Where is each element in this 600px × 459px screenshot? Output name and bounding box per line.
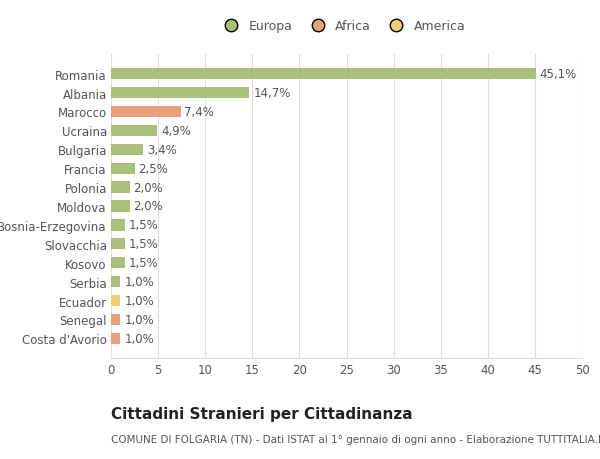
Bar (111, 201, 130, 212)
Bar (111, 182, 130, 193)
Bar (111, 295, 121, 307)
Bar (111, 239, 125, 250)
Text: 1,0%: 1,0% (124, 294, 154, 308)
Bar (111, 333, 121, 344)
Bar (111, 314, 121, 325)
Bar (111, 144, 143, 156)
Text: 45,1%: 45,1% (539, 68, 577, 81)
Text: 1,0%: 1,0% (124, 313, 154, 326)
Text: 1,5%: 1,5% (129, 219, 158, 232)
Text: 3,4%: 3,4% (147, 144, 176, 157)
Text: 1,5%: 1,5% (129, 238, 158, 251)
Bar (111, 220, 125, 231)
Bar (111, 276, 121, 288)
Text: 4,9%: 4,9% (161, 124, 191, 138)
Text: 7,4%: 7,4% (184, 106, 214, 119)
Text: 2,0%: 2,0% (134, 200, 163, 213)
Text: 2,5%: 2,5% (139, 162, 168, 175)
Bar (111, 88, 250, 99)
Text: 2,0%: 2,0% (134, 181, 163, 194)
Legend: Europa, Africa, America: Europa, Africa, America (214, 16, 470, 39)
Text: 1,5%: 1,5% (129, 257, 158, 269)
Bar (111, 125, 157, 137)
Text: Cittadini Stranieri per Cittadinanza: Cittadini Stranieri per Cittadinanza (111, 406, 413, 421)
Bar (111, 106, 181, 118)
Text: 1,0%: 1,0% (124, 332, 154, 345)
Text: 1,0%: 1,0% (124, 275, 154, 289)
Text: COMUNE DI FOLGARIA (TN) - Dati ISTAT al 1° gennaio di ogni anno - Elaborazione T: COMUNE DI FOLGARIA (TN) - Dati ISTAT al … (111, 434, 600, 444)
Bar (111, 163, 134, 174)
Text: 14,7%: 14,7% (253, 87, 290, 100)
Bar (111, 69, 536, 80)
Bar (111, 257, 125, 269)
